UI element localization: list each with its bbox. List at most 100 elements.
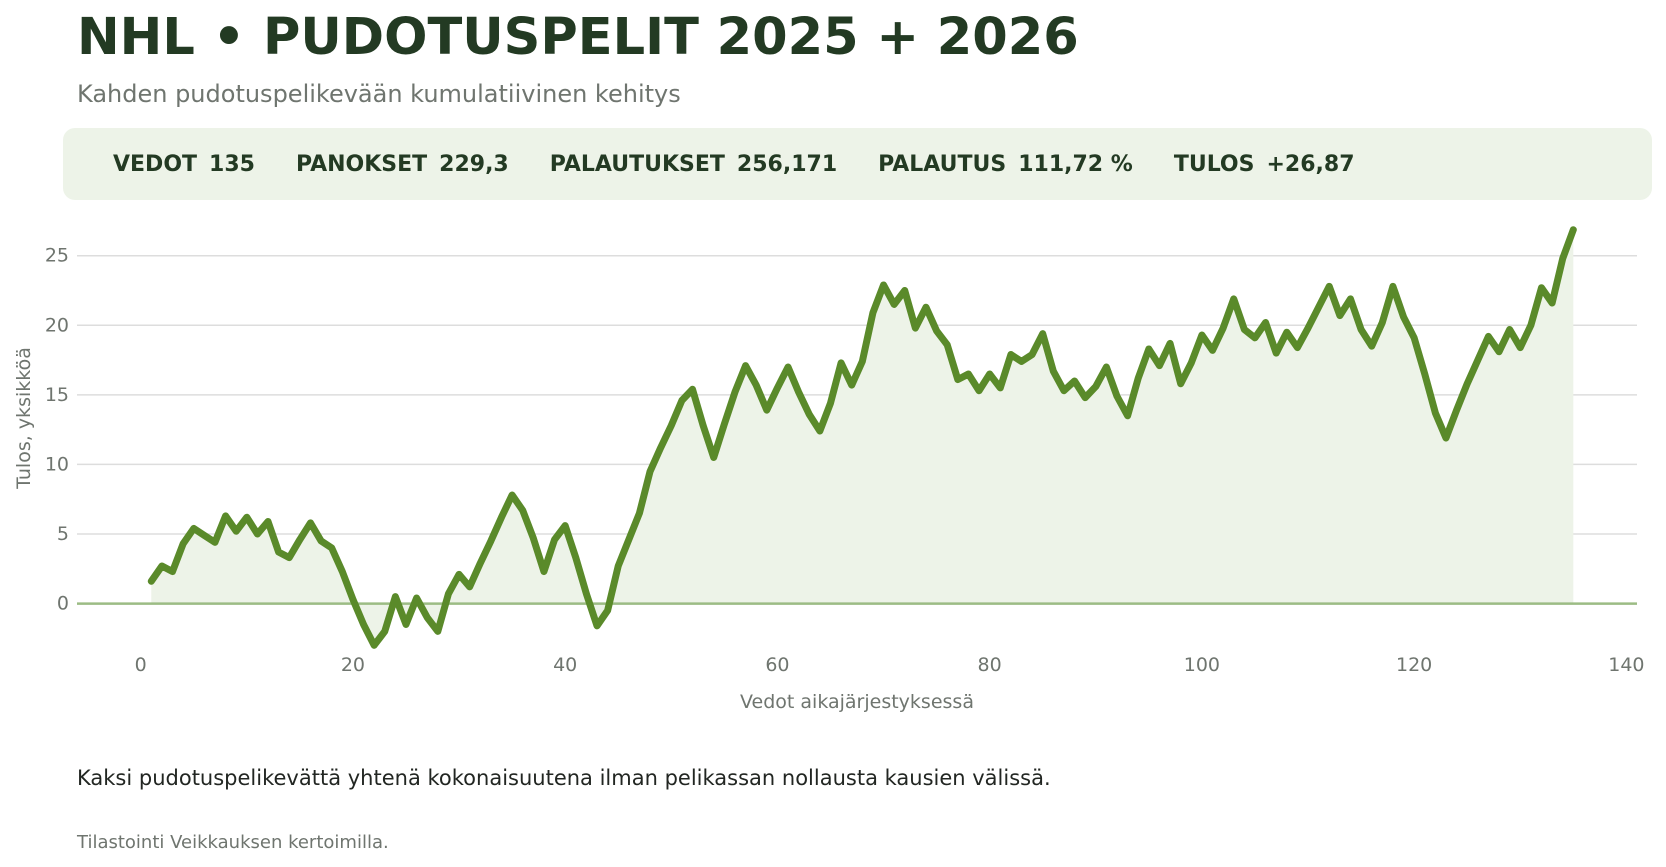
data-point (999, 387, 1001, 389)
data-point (1148, 348, 1150, 350)
y-tick-label: 5 (57, 523, 69, 545)
data-point (1392, 285, 1394, 287)
data-point (585, 593, 587, 595)
data-point (447, 593, 449, 595)
data-point (1403, 316, 1405, 318)
x-tick-label: 0 (135, 654, 147, 676)
data-point (1233, 298, 1235, 300)
y-tick-label: 0 (57, 593, 69, 615)
stat-stakes: PANOKSET 229,3 (296, 152, 509, 177)
data-point (394, 596, 396, 598)
data-point (1519, 347, 1521, 349)
data-point (1222, 327, 1224, 329)
data-point (1275, 352, 1277, 354)
data-point (1551, 302, 1553, 304)
data-point (851, 384, 853, 386)
data-point (829, 402, 831, 404)
data-point (1434, 412, 1436, 414)
x-tick-label: 80 (978, 654, 1002, 676)
data-point (299, 539, 301, 541)
area-fill (151, 229, 1574, 646)
data-point (203, 534, 205, 536)
data-point (1031, 354, 1033, 356)
x-tick-label: 140 (1608, 654, 1644, 676)
y-tick-label: 20 (45, 314, 69, 336)
x-tick-label: 40 (553, 654, 577, 676)
data-point (373, 644, 375, 646)
data-point (670, 424, 672, 426)
data-point (405, 623, 407, 625)
data-point (363, 623, 365, 625)
stat-label: TULOS (1173, 151, 1255, 177)
data-point (309, 522, 311, 524)
y-tick-label: 25 (45, 245, 69, 267)
data-point (766, 409, 768, 411)
data-point (1127, 415, 1129, 417)
y-axis-label: Tulos, yksikköä (13, 347, 35, 490)
stat-return-pct: PALAUTUS 111,72 % (878, 152, 1133, 177)
data-point (564, 525, 566, 527)
stat-label: PALAUTUKSET (549, 151, 725, 177)
data-point (331, 547, 333, 549)
data-point (1169, 342, 1171, 344)
data-point (893, 303, 895, 305)
data-point (225, 515, 227, 517)
data-point (1243, 328, 1245, 330)
line-chart: 0 5 10 15 20 25 0 20 40 60 80 100 120 140 Vedot aikajä… (13, 226, 1645, 713)
data-point (840, 362, 842, 364)
data-point (914, 327, 916, 329)
data-point (1328, 285, 1330, 287)
data-point (946, 344, 948, 346)
data-point (1190, 362, 1192, 364)
data-point (1116, 395, 1118, 397)
data-point (320, 540, 322, 542)
data-point (1530, 324, 1532, 326)
data-point (1286, 331, 1288, 333)
data-point (1137, 377, 1139, 379)
data-point (150, 580, 152, 582)
data-point (638, 512, 640, 514)
data-point (1265, 322, 1267, 324)
data-point (1424, 373, 1426, 375)
data-point (1296, 347, 1298, 349)
data-point (957, 379, 959, 381)
data-point (426, 616, 428, 618)
data-point (1105, 366, 1107, 368)
data-point (1074, 380, 1076, 382)
data-point (352, 598, 354, 600)
data-point (1042, 333, 1044, 335)
data-point (1339, 315, 1341, 317)
data-point (479, 562, 481, 564)
data-point (193, 527, 195, 529)
data-point (1307, 327, 1309, 329)
data-point (1456, 409, 1458, 411)
data-point (1562, 258, 1564, 260)
data-point (883, 284, 885, 286)
data-point (989, 373, 991, 375)
data-point (904, 290, 906, 292)
data-point (681, 399, 683, 401)
data-point (1445, 437, 1447, 439)
data-point (522, 509, 524, 511)
data-point (1254, 337, 1256, 339)
data-point (384, 630, 386, 632)
data-point (437, 630, 439, 632)
data-point (1381, 322, 1383, 324)
stat-label: PANOKSET (295, 151, 428, 177)
data-point (798, 391, 800, 393)
data-point (692, 388, 694, 390)
data-point (660, 447, 662, 449)
stat-value: 256,171 (736, 151, 838, 177)
data-point (172, 571, 174, 573)
y-tick-label: 10 (45, 453, 69, 475)
data-point (1349, 298, 1351, 300)
data-point (617, 565, 619, 567)
data-point (1158, 365, 1160, 367)
data-point (936, 330, 938, 332)
stat-returns: PALAUTUKSET 256,171 (550, 152, 837, 177)
data-point (1360, 328, 1362, 330)
data-point (734, 391, 736, 393)
data-point (1180, 383, 1182, 385)
data-point (490, 540, 492, 542)
data-point (978, 390, 980, 392)
